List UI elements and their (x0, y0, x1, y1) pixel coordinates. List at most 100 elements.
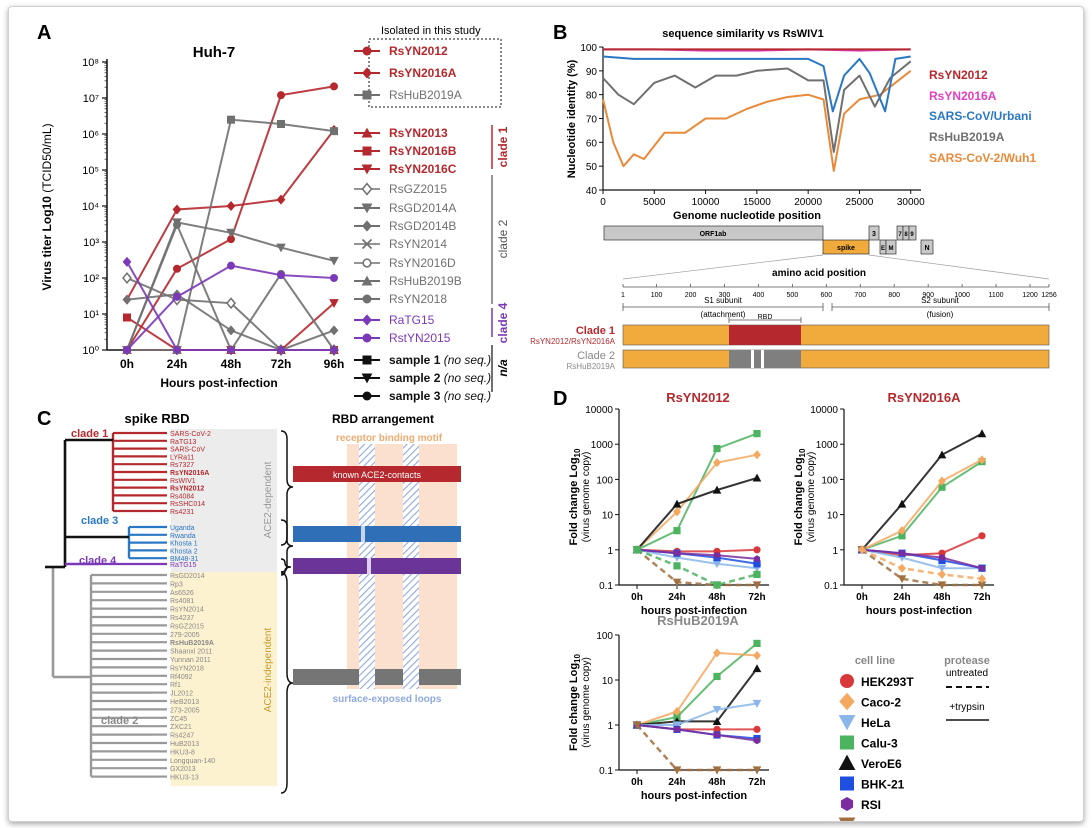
taxon-HeB2013: HeB2013 (170, 699, 199, 706)
taxon-Uganda: Uganda (170, 525, 195, 532)
d-xtick-label: 0h (631, 777, 643, 788)
b-xtick-label: 20000 (794, 197, 822, 208)
d-point-HeLa (712, 705, 722, 714)
taxon-ZXC21: ZXC21 (170, 724, 192, 731)
rbd-label: RBD (758, 314, 773, 321)
a-point-RsHuB2019A (330, 127, 338, 136)
d-legend-label-Calu-3: Calu-3 (861, 737, 898, 751)
d-line-HeLa (637, 702, 758, 726)
d-ytick-label: 0.1 (599, 766, 613, 777)
d-point-RSL (untreated) (672, 578, 682, 587)
b-xtick-label: 15000 (743, 197, 771, 208)
taxon-RsYN2018: RsYN2018 (170, 665, 204, 672)
d-point-RSL (untreated) (937, 581, 947, 590)
a-legend-label-RsYN2016A: RsYN2016A (389, 66, 457, 80)
a-legend-label-RsYN2012: RsYN2012 (389, 44, 448, 58)
a-point-RsYN2012 (227, 235, 235, 244)
panel-a-chart: Huh-7 Virus titer Log10 (TCID50/mL) Hour… (40, 25, 510, 403)
d-title-1: RsYN2012 (666, 390, 730, 405)
gene-7-label: 7 (898, 232, 902, 238)
a-point-RsYN2016C (329, 299, 339, 308)
a-legend-marker-RsGD2014B (362, 220, 372, 232)
d-title-3: RsHuB2019A (657, 613, 739, 628)
a-legend-marker-RsYN2012 (362, 46, 372, 56)
s1-subunit-note: (attachment) (701, 310, 746, 319)
d-xlabel: hours post-infection (641, 790, 748, 802)
aa-tick-label: 700 (854, 292, 866, 299)
taxon-As6526: As6526 (170, 590, 194, 597)
d-point-Caco-2 (673, 507, 681, 517)
panel-label-b: B (553, 22, 567, 44)
a-point-RaTG15 (276, 345, 286, 355)
d-point-HEK293T (978, 532, 986, 540)
panel-label-a: A (37, 22, 51, 44)
d-point-VeroE6 (672, 499, 682, 508)
b-ytick-label: 70 (586, 115, 598, 126)
d-ytick-label: 10 (827, 511, 839, 522)
a-legend-label-RsYN2016B: RsYN2016B (389, 144, 457, 158)
a-ytick-label: 10² (83, 273, 99, 285)
clade-4-tree-label: clade 4 (79, 555, 117, 567)
a-legend-label-RsYN2013: RsYN2013 (389, 126, 448, 140)
a-xtick-label: 0h (120, 357, 134, 371)
a-point-RsYN2016B (123, 313, 131, 322)
clade-2-spike-bar (622, 349, 1050, 369)
d-legend-marker-Calu-3 (840, 735, 854, 750)
panel-a-xlabel: Hours post-infection (160, 376, 277, 390)
taxon-RsSHC014: RsSHC014 (170, 501, 205, 508)
panel-b-axes: 40 50 60 70 80 90 100 0 5000 10000 15000 20000 25000… (580, 43, 925, 208)
b-legend-RsHuB2019A: RsHuB2019A (929, 130, 1005, 144)
d-line-HeLa (861, 548, 982, 570)
a-legend-label-RsGD2014A: RsGD2014A (389, 201, 456, 215)
d-point-Caco-2 (938, 476, 946, 486)
d-point-RSL (untreated) (672, 766, 682, 775)
clade-2-members: RsHuB2019A (567, 362, 616, 371)
d-point-HeLa (752, 699, 762, 708)
a-point-RsGD2014A (329, 256, 339, 266)
d-point-HeLa (937, 564, 947, 573)
b-ytick-label: 100 (580, 43, 597, 54)
a-ytick-label: 10⁶ (82, 129, 99, 141)
trypsin-label: +trypsin (949, 702, 984, 713)
gene-9-label: 9 (910, 232, 914, 238)
d-point-HeLa (712, 560, 722, 569)
d-title-2: RsYN2016A (888, 390, 962, 405)
s2-subunit-label: S2 subunit (921, 296, 960, 305)
a-legend-marker-RsGZ2015 (361, 182, 373, 196)
aa-tick-label: 1 (621, 292, 625, 299)
a-point-RsGD2014B (329, 325, 339, 336)
untreated-label: untreated (946, 668, 988, 679)
panel-b-chart: sequence similarity vs RsWIV1 Nucleotide… (530, 28, 1057, 371)
panel-b-title: sequence similarity vs RsWIV1 (662, 28, 823, 40)
panel-b-ylabel: Nucleotide identity (%) (566, 59, 578, 178)
a-legend-marker-RstYN2015 (362, 333, 372, 343)
rbd-arrangement-title: RBD arrangement (332, 412, 434, 426)
taxon-279-2005: 279-2005 (170, 632, 200, 639)
d-point-RSL (untreated) (632, 721, 642, 730)
d-point-RSL (untreated) (977, 581, 987, 590)
b-ytick-label: 50 (586, 162, 598, 173)
a-ytick-label: 10³ (83, 237, 99, 249)
ace2-independent-label: ACE2-independent (263, 628, 274, 713)
clade-1-bar-label: Clade 1 (576, 325, 615, 337)
aa-tick-label: 600 (820, 292, 832, 299)
d-ytick-label: 1000 (816, 440, 839, 451)
aa-tick-label: 300 (719, 292, 731, 299)
d-line-Caco-2 (636, 453, 758, 551)
d-point-RSI (898, 549, 906, 557)
panel-a-series (122, 82, 339, 356)
d-point-VeroE6 (977, 429, 987, 438)
panel-c-title: spike RBD (124, 411, 189, 426)
d-xtick-label: 72h (748, 777, 765, 788)
a-legend-label-sample 1: sample 1 (no seq.) (389, 353, 491, 367)
aa-tick-label: 200 (685, 292, 697, 299)
b-legend-SARS-CoV/Urbani: SARS-CoV/Urbani (929, 109, 1032, 123)
clade-1-members: RsYN2012/RsYN2016A (530, 337, 616, 346)
d-point-HEK293T (938, 549, 946, 557)
d-line-VeroE6 (636, 476, 758, 551)
b-line-SARS-CoV/Urbani (602, 55, 911, 113)
spike-subunits: S1 subunit (attachment) S2 subunit (fusi… (622, 296, 1050, 323)
b-line-RsHuB2019A (602, 60, 912, 153)
clade-1-rbd-block (729, 325, 801, 345)
